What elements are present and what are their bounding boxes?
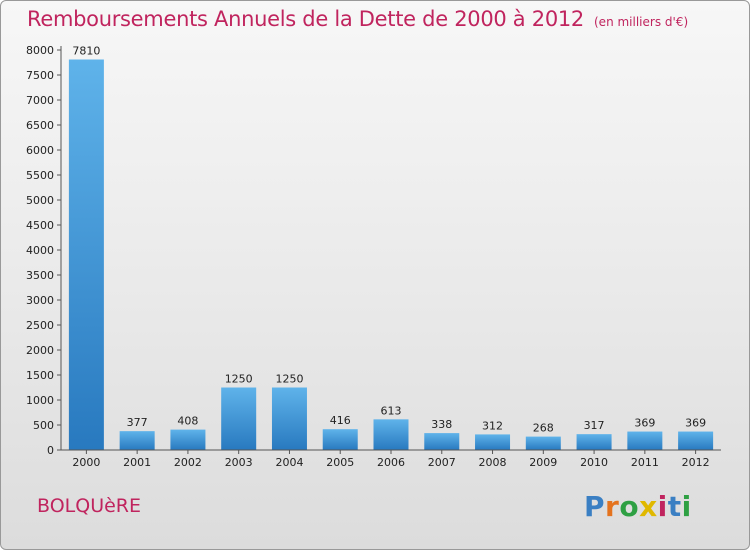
logo-letter: o	[619, 490, 640, 523]
bar	[119, 431, 155, 450]
city-name: BOLQUèRE	[37, 495, 141, 517]
bar-value-label: 377	[127, 416, 148, 429]
bar	[475, 434, 511, 450]
chart-unit: (en milliers d'€)	[594, 15, 689, 29]
x-tick-label: 2009	[529, 456, 557, 469]
bar	[576, 434, 612, 450]
x-tick-label: 2000	[72, 456, 100, 469]
bar	[678, 431, 714, 450]
y-tick-label: 1000	[26, 394, 54, 407]
logo-letter: i	[681, 490, 692, 523]
proxiti-logo: Proxiti	[584, 490, 692, 523]
bar	[271, 387, 307, 450]
y-tick-label: 5000	[26, 194, 54, 207]
y-tick-label: 3500	[26, 269, 54, 282]
chart-title: Remboursements Annuels de la Dette de 20…	[27, 7, 584, 31]
bar	[373, 419, 409, 450]
x-tick-label: 2004	[275, 456, 303, 469]
bar	[68, 59, 104, 450]
y-tick-label: 0	[47, 444, 54, 457]
logo-letter: P	[584, 490, 606, 523]
logo-letter: x	[639, 490, 658, 523]
y-tick-label: 5500	[26, 169, 54, 182]
y-tick-label: 8000	[26, 44, 54, 57]
x-tick-label: 2007	[428, 456, 456, 469]
y-tick-label: 3000	[26, 294, 54, 307]
bar-value-label: 312	[482, 419, 503, 432]
x-tick-label: 2001	[123, 456, 151, 469]
x-tick-label: 2012	[682, 456, 710, 469]
x-tick-label: 2011	[631, 456, 659, 469]
y-tick-label: 6500	[26, 119, 54, 132]
x-tick-label: 2003	[225, 456, 253, 469]
x-tick-label: 2008	[479, 456, 507, 469]
bar-value-label: 369	[634, 417, 655, 430]
x-tick-label: 2005	[326, 456, 354, 469]
bar-value-label: 416	[330, 414, 351, 427]
bar	[170, 429, 206, 450]
bar	[525, 436, 561, 450]
y-tick-label: 2500	[26, 319, 54, 332]
bar-value-label: 1250	[275, 373, 303, 386]
bar-value-label: 317	[584, 419, 605, 432]
bar-value-label: 369	[685, 417, 706, 430]
y-tick-label: 7000	[26, 94, 54, 107]
bar-value-label: 613	[381, 404, 402, 417]
y-tick-label: 1500	[26, 369, 54, 382]
y-tick-label: 7500	[26, 69, 54, 82]
x-tick-label: 2006	[377, 456, 405, 469]
bar	[322, 429, 358, 450]
y-tick-label: 500	[33, 419, 54, 432]
logo-letter: i	[657, 490, 668, 523]
logo-letter: t	[667, 490, 682, 523]
y-tick-label: 4500	[26, 219, 54, 232]
chart-title-block: Remboursements Annuels de la Dette de 20…	[27, 7, 688, 31]
y-tick-label: 4000	[26, 244, 54, 257]
bar-value-label: 1250	[225, 373, 253, 386]
bar-value-label: 338	[431, 418, 452, 431]
x-tick-label: 2010	[580, 456, 608, 469]
logo-letter: r	[605, 490, 620, 523]
x-tick-label: 2002	[174, 456, 202, 469]
bar-value-label: 268	[533, 422, 554, 435]
y-tick-label: 2000	[26, 344, 54, 357]
bar-value-label: 408	[177, 415, 198, 428]
bar	[424, 433, 460, 450]
bar-value-label: 7810	[72, 45, 100, 58]
y-tick-label: 6000	[26, 144, 54, 157]
bar	[221, 387, 257, 450]
bar	[627, 431, 663, 450]
